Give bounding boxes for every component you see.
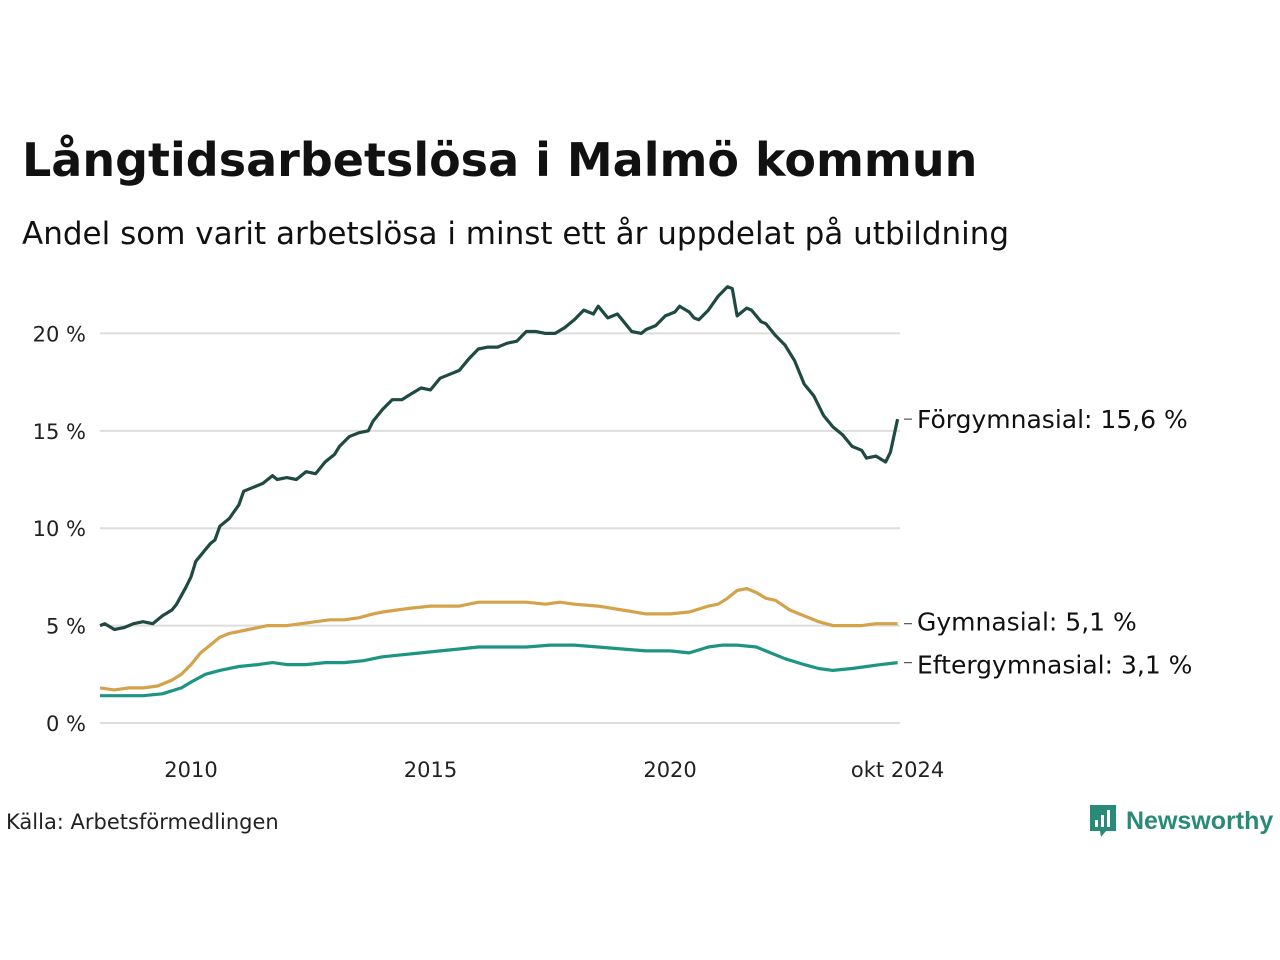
bar-chart-speech-bubble-icon <box>1090 805 1116 837</box>
end-label-eftergymnasial: Eftergymnasial: 3,1 % <box>917 651 1192 680</box>
y-tick-label: 10 % <box>33 517 86 541</box>
series-line-gymnasial <box>99 587 898 692</box>
brand-logo: Newsworthy <box>1088 803 1273 839</box>
end-label-förgymnasial: Förgymnasial: 15,6 % <box>917 405 1188 434</box>
x-tick-label: 2010 <box>164 758 217 782</box>
x-tick-label: 2020 <box>643 758 696 782</box>
x-tick-label: 2015 <box>404 758 457 782</box>
series-line-eftergymnasial <box>100 643 898 698</box>
end-label-gymnasial: Gymnasial: 5,1 % <box>917 608 1137 637</box>
x-axis: 2010 2015 2020 okt 2024 <box>164 758 944 782</box>
series-line-förgymnasial <box>99 285 900 632</box>
y-tick-label: 15 % <box>33 420 86 444</box>
chart-title: Långtidsarbetslösa i Malmö kommun <box>22 133 978 187</box>
y-tick-label: 0 % <box>46 712 86 736</box>
source-note: Källa: Arbetsförmedlingen <box>6 810 279 834</box>
grid-lines <box>100 332 900 724</box>
series-lines <box>99 285 900 698</box>
y-axis: 0 % 5 % 10 % 15 % 20 % <box>33 322 86 736</box>
y-tick-label: 20 % <box>33 322 86 346</box>
x-tick-label: okt 2024 <box>851 758 944 782</box>
brand-name: Newsworthy <box>1126 806 1274 835</box>
series-end-labels: Förgymnasial: 15,6 % Gymnasial: 5,1 % Efte… <box>904 405 1192 680</box>
y-tick-label: 5 % <box>46 615 86 639</box>
chart-subtitle: Andel som varit arbetslösa i minst ett å… <box>22 216 1010 252</box>
